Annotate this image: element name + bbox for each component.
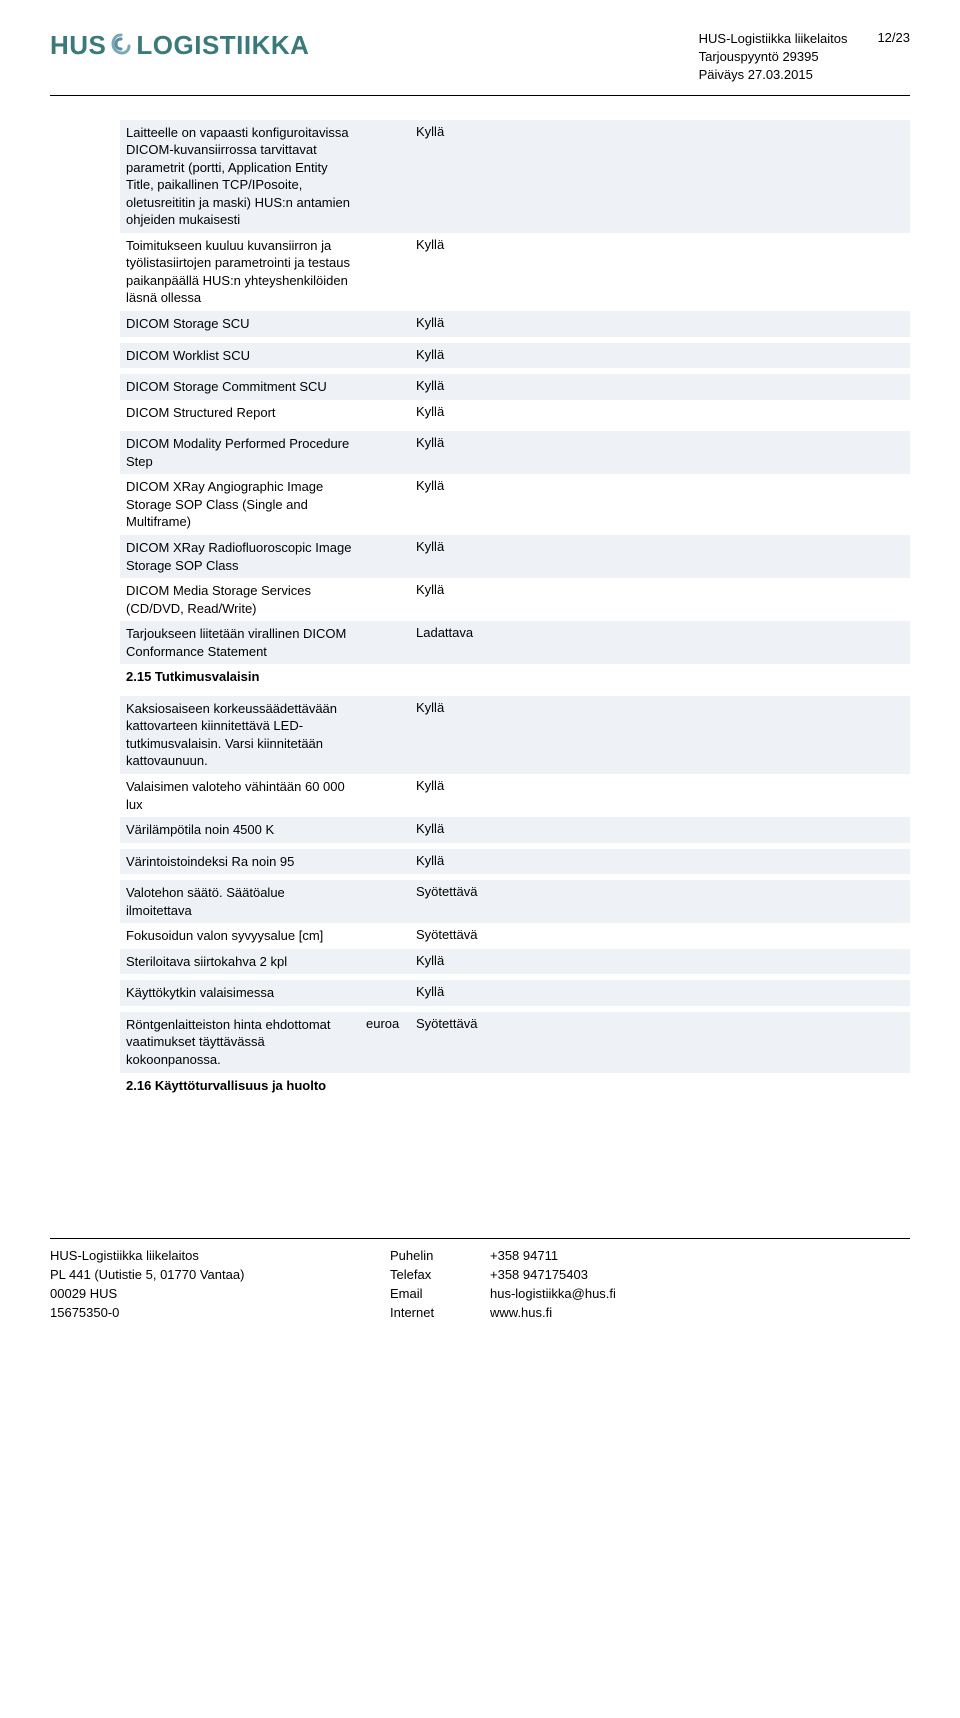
row-label: DICOM Storage Commitment SCU (126, 378, 366, 396)
row-label: Röntgenlaitteiston hinta ehdottomat vaat… (126, 1016, 366, 1069)
table-row: Valaisimen valoteho vähintään 60 000 lux… (120, 774, 910, 817)
row-value: Syötettävä (416, 884, 904, 899)
spec-table: Laitteelle on vapaasti konfiguroitavissa… (120, 120, 910, 1099)
row-value: Syötettävä (416, 927, 904, 942)
table-row: Laitteelle on vapaasti konfiguroitavissa… (120, 120, 910, 233)
row-label: Kaksiosaiseen korkeussäädettävään kattov… (126, 700, 366, 770)
row-label: Fokusoidun valon syvyysalue [cm] (126, 927, 366, 945)
logo-text-left: HUS (50, 30, 106, 61)
table-row: DICOM XRay Angiographic Image Storage SO… (120, 474, 910, 535)
footer-line: hus-logistiikka@hus.fi (490, 1285, 910, 1304)
row-value: Ladattava (416, 625, 904, 640)
row-value: Kyllä (416, 347, 904, 362)
header-rule (50, 95, 910, 96)
table-row: DICOM Modality Performed Procedure Step K… (120, 431, 910, 474)
footer-contacts: +358 94711+358 947175403hus-logistiikka@… (490, 1247, 910, 1322)
table-row: DICOM Structured Report Kyllä (120, 400, 910, 426)
row-value: Kyllä (416, 953, 904, 968)
row-label: DICOM XRay Angiographic Image Storage SO… (126, 478, 366, 531)
row-label: Käyttökytkin valaisimessa (126, 984, 366, 1002)
footer-line: PL 441 (Uutistie 5, 01770 Vantaa) (50, 1266, 390, 1285)
table-row: 2.16 Käyttöturvallisuus ja huolto (120, 1073, 910, 1099)
table-row: Steriloitava siirtokahva 2 kpl Kyllä (120, 949, 910, 975)
header-meta: HUS-Logistiikka liikelaitos Tarjouspyynt… (699, 30, 848, 85)
table-row: DICOM Storage Commitment SCU Kyllä (120, 374, 910, 400)
table-row: Röntgenlaitteiston hinta ehdottomat vaat… (120, 1012, 910, 1073)
row-label: DICOM Storage SCU (126, 315, 366, 333)
row-label: Steriloitava siirtokahva 2 kpl (126, 953, 366, 971)
table-row: DICOM Media Storage Services (CD/DVD, Re… (120, 578, 910, 621)
row-label: DICOM Media Storage Services (CD/DVD, Re… (126, 582, 366, 617)
row-value: Kyllä (416, 378, 904, 393)
table-row: Toimitukseen kuuluu kuvansiirron ja työl… (120, 233, 910, 311)
footer-line: Telefax (390, 1266, 490, 1285)
row-label: Värilämpötila noin 4500 K (126, 821, 366, 839)
footer-line: 15675350-0 (50, 1304, 390, 1323)
row-value: Kyllä (416, 478, 904, 493)
header-org: HUS-Logistiikka liikelaitos (699, 30, 848, 48)
table-row: Tarjoukseen liitetään virallinen DICOM C… (120, 621, 910, 664)
table-row: Värintoistoindeksi Ra noin 95 Kyllä (120, 849, 910, 875)
row-value: Kyllä (416, 821, 904, 836)
page-footer: HUS-Logistiikka liikelaitosPL 441 (Uutis… (50, 1238, 910, 1322)
row-label: 2.16 Käyttöturvallisuus ja huolto (126, 1077, 366, 1095)
table-row: DICOM Storage SCU Kyllä (120, 311, 910, 337)
footer-line: www.hus.fi (490, 1304, 910, 1323)
table-row: Käyttökytkin valaisimessa Kyllä (120, 980, 910, 1006)
logo: HUS LOGISTIIKKA (50, 30, 309, 61)
row-label: Värintoistoindeksi Ra noin 95 (126, 853, 366, 871)
table-row: DICOM Worklist SCU Kyllä (120, 343, 910, 369)
row-label: Laitteelle on vapaasti konfiguroitavissa… (126, 124, 366, 229)
table-row: Fokusoidun valon syvyysalue [cm] Syötettä… (120, 923, 910, 949)
table-row: 2.15 Tutkimusvalaisin (120, 664, 910, 690)
footer-line: Puhelin (390, 1247, 490, 1266)
row-value: Kyllä (416, 582, 904, 597)
footer-line: Email (390, 1285, 490, 1304)
row-label: Valotehon säätö. Säätöalue ilmoitettava (126, 884, 366, 919)
row-label: DICOM Structured Report (126, 404, 366, 422)
row-value: Kyllä (416, 778, 904, 793)
table-row: Kaksiosaiseen korkeussäädettävään kattov… (120, 696, 910, 774)
row-value: Kyllä (416, 700, 904, 715)
header-right: HUS-Logistiikka liikelaitos Tarjouspyynt… (699, 30, 910, 85)
footer-line: +358 947175403 (490, 1266, 910, 1285)
row-value: Kyllä (416, 315, 904, 330)
row-label: Valaisimen valoteho vähintään 60 000 lux (126, 778, 366, 813)
row-label: DICOM Modality Performed Procedure Step (126, 435, 366, 470)
logo-text-right: LOGISTIIKKA (136, 30, 309, 61)
table-row: DICOM XRay Radiofluoroscopic Image Stora… (120, 535, 910, 578)
row-value: Kyllä (416, 435, 904, 450)
footer-line: +358 94711 (490, 1247, 910, 1266)
header-doc: Tarjouspyyntö 29395 (699, 48, 848, 66)
table-row: Värilämpötila noin 4500 K Kyllä (120, 817, 910, 843)
footer-line: Internet (390, 1304, 490, 1323)
page: HUS LOGISTIIKKA HUS-Logistiikka liikelai… (0, 0, 960, 1362)
row-value: Kyllä (416, 124, 904, 139)
header-date: Päiväys 27.03.2015 (699, 66, 848, 84)
row-value: Kyllä (416, 853, 904, 868)
page-header: HUS LOGISTIIKKA HUS-Logistiikka liikelai… (50, 30, 910, 85)
logo-swirl-icon (110, 33, 132, 59)
row-label: DICOM Worklist SCU (126, 347, 366, 365)
row-label: DICOM XRay Radiofluoroscopic Image Stora… (126, 539, 366, 574)
row-label: Tarjoukseen liitetään virallinen DICOM C… (126, 625, 366, 660)
footer-line: 00029 HUS (50, 1285, 390, 1304)
row-unit: euroa (366, 1016, 416, 1031)
page-number: 12/23 (877, 30, 910, 85)
row-value: Kyllä (416, 539, 904, 554)
row-value: Syötettävä (416, 1016, 904, 1031)
row-value: Kyllä (416, 984, 904, 999)
row-label: 2.15 Tutkimusvalaisin (126, 668, 366, 686)
table-row: Valotehon säätö. Säätöalue ilmoitettava S… (120, 880, 910, 923)
row-label: Toimitukseen kuuluu kuvansiirron ja työl… (126, 237, 366, 307)
footer-address: HUS-Logistiikka liikelaitosPL 441 (Uutis… (50, 1247, 390, 1322)
row-value: Kyllä (416, 404, 904, 419)
footer-labels: PuhelinTelefaxEmailInternet (390, 1247, 490, 1322)
footer-line: HUS-Logistiikka liikelaitos (50, 1247, 390, 1266)
row-value: Kyllä (416, 237, 904, 252)
